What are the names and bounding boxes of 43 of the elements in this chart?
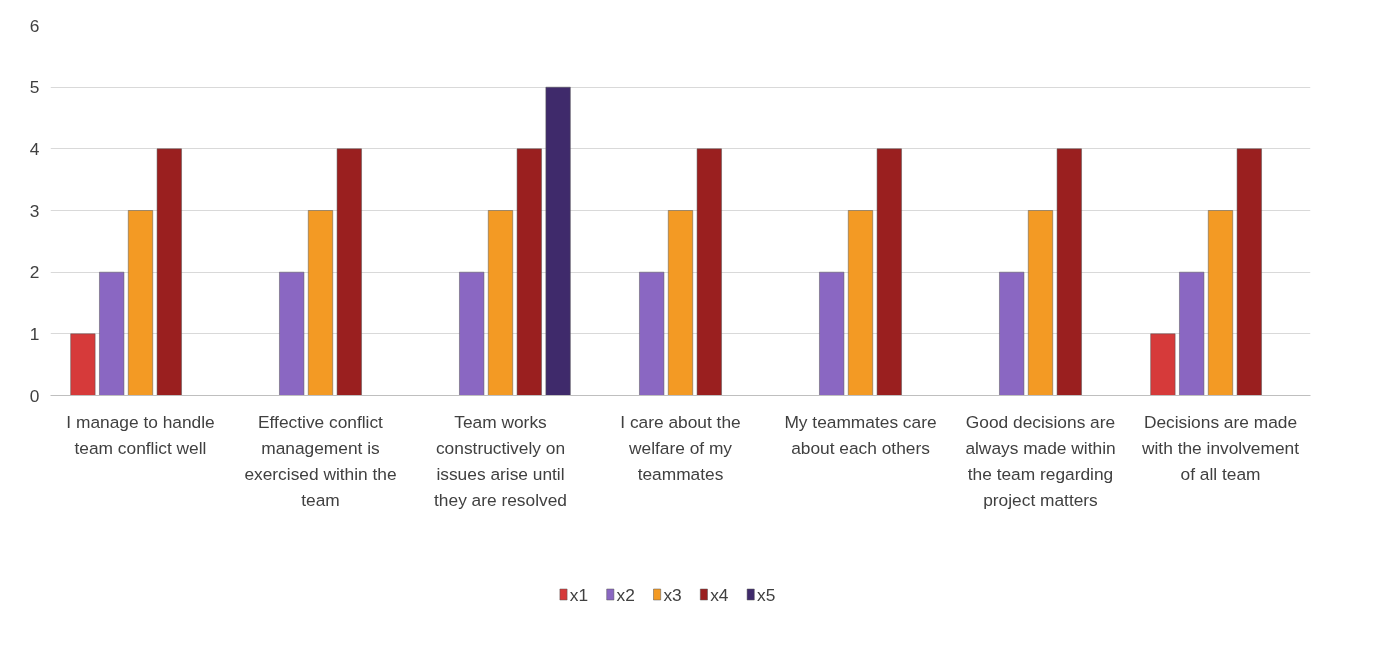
bar bbox=[279, 271, 305, 396]
x-tick-label: My teammates care about each others bbox=[784, 411, 937, 458]
legend-label: x4 bbox=[710, 584, 729, 605]
legend-label: x1 bbox=[569, 584, 589, 605]
x-tick-label: I manage to handle team conflict well bbox=[66, 411, 215, 458]
bar bbox=[639, 271, 665, 396]
bar bbox=[1150, 333, 1176, 396]
bar bbox=[336, 148, 362, 396]
bar bbox=[459, 271, 485, 396]
y-tick-label: 4 bbox=[29, 138, 40, 159]
bar bbox=[819, 271, 845, 396]
x-tick-label: Good decisions are always made within the team regarding project matters bbox=[965, 411, 1116, 510]
bar bbox=[668, 210, 693, 396]
legend-label: x2 bbox=[616, 584, 635, 605]
y-tick-label: 1 bbox=[29, 323, 40, 344]
bar bbox=[1056, 148, 1082, 396]
bar bbox=[308, 210, 333, 396]
bar bbox=[999, 271, 1025, 396]
bar bbox=[516, 148, 542, 396]
bar bbox=[696, 148, 722, 396]
bar bbox=[1028, 210, 1053, 396]
x-tick-label: Decisions are made with the involvement of all team bbox=[1141, 411, 1300, 484]
bar bbox=[545, 86, 571, 396]
bar bbox=[70, 333, 96, 396]
legend-label: x3 bbox=[663, 584, 682, 605]
bar bbox=[99, 271, 125, 396]
x-tick-label: I care about the welfare of my teammates bbox=[620, 411, 741, 484]
y-tick-label: 2 bbox=[29, 262, 40, 283]
legend-label: x5 bbox=[757, 584, 776, 605]
y-tick-label: 0 bbox=[29, 385, 40, 406]
bar bbox=[156, 148, 182, 396]
bar bbox=[488, 210, 513, 396]
bar bbox=[128, 210, 153, 396]
x-tick-label: Effective conflict management is exercised within the team bbox=[244, 411, 397, 510]
bar bbox=[848, 210, 873, 396]
bar bbox=[1179, 271, 1205, 396]
y-tick-label: 6 bbox=[29, 15, 40, 36]
y-tick-label: 5 bbox=[29, 77, 40, 98]
x-tick-label: Team works constructively on issues arise until they are resolved bbox=[434, 411, 567, 510]
y-tick-label: 3 bbox=[29, 200, 40, 221]
bar bbox=[1236, 148, 1262, 396]
bar bbox=[876, 148, 902, 396]
bar bbox=[1208, 210, 1233, 396]
